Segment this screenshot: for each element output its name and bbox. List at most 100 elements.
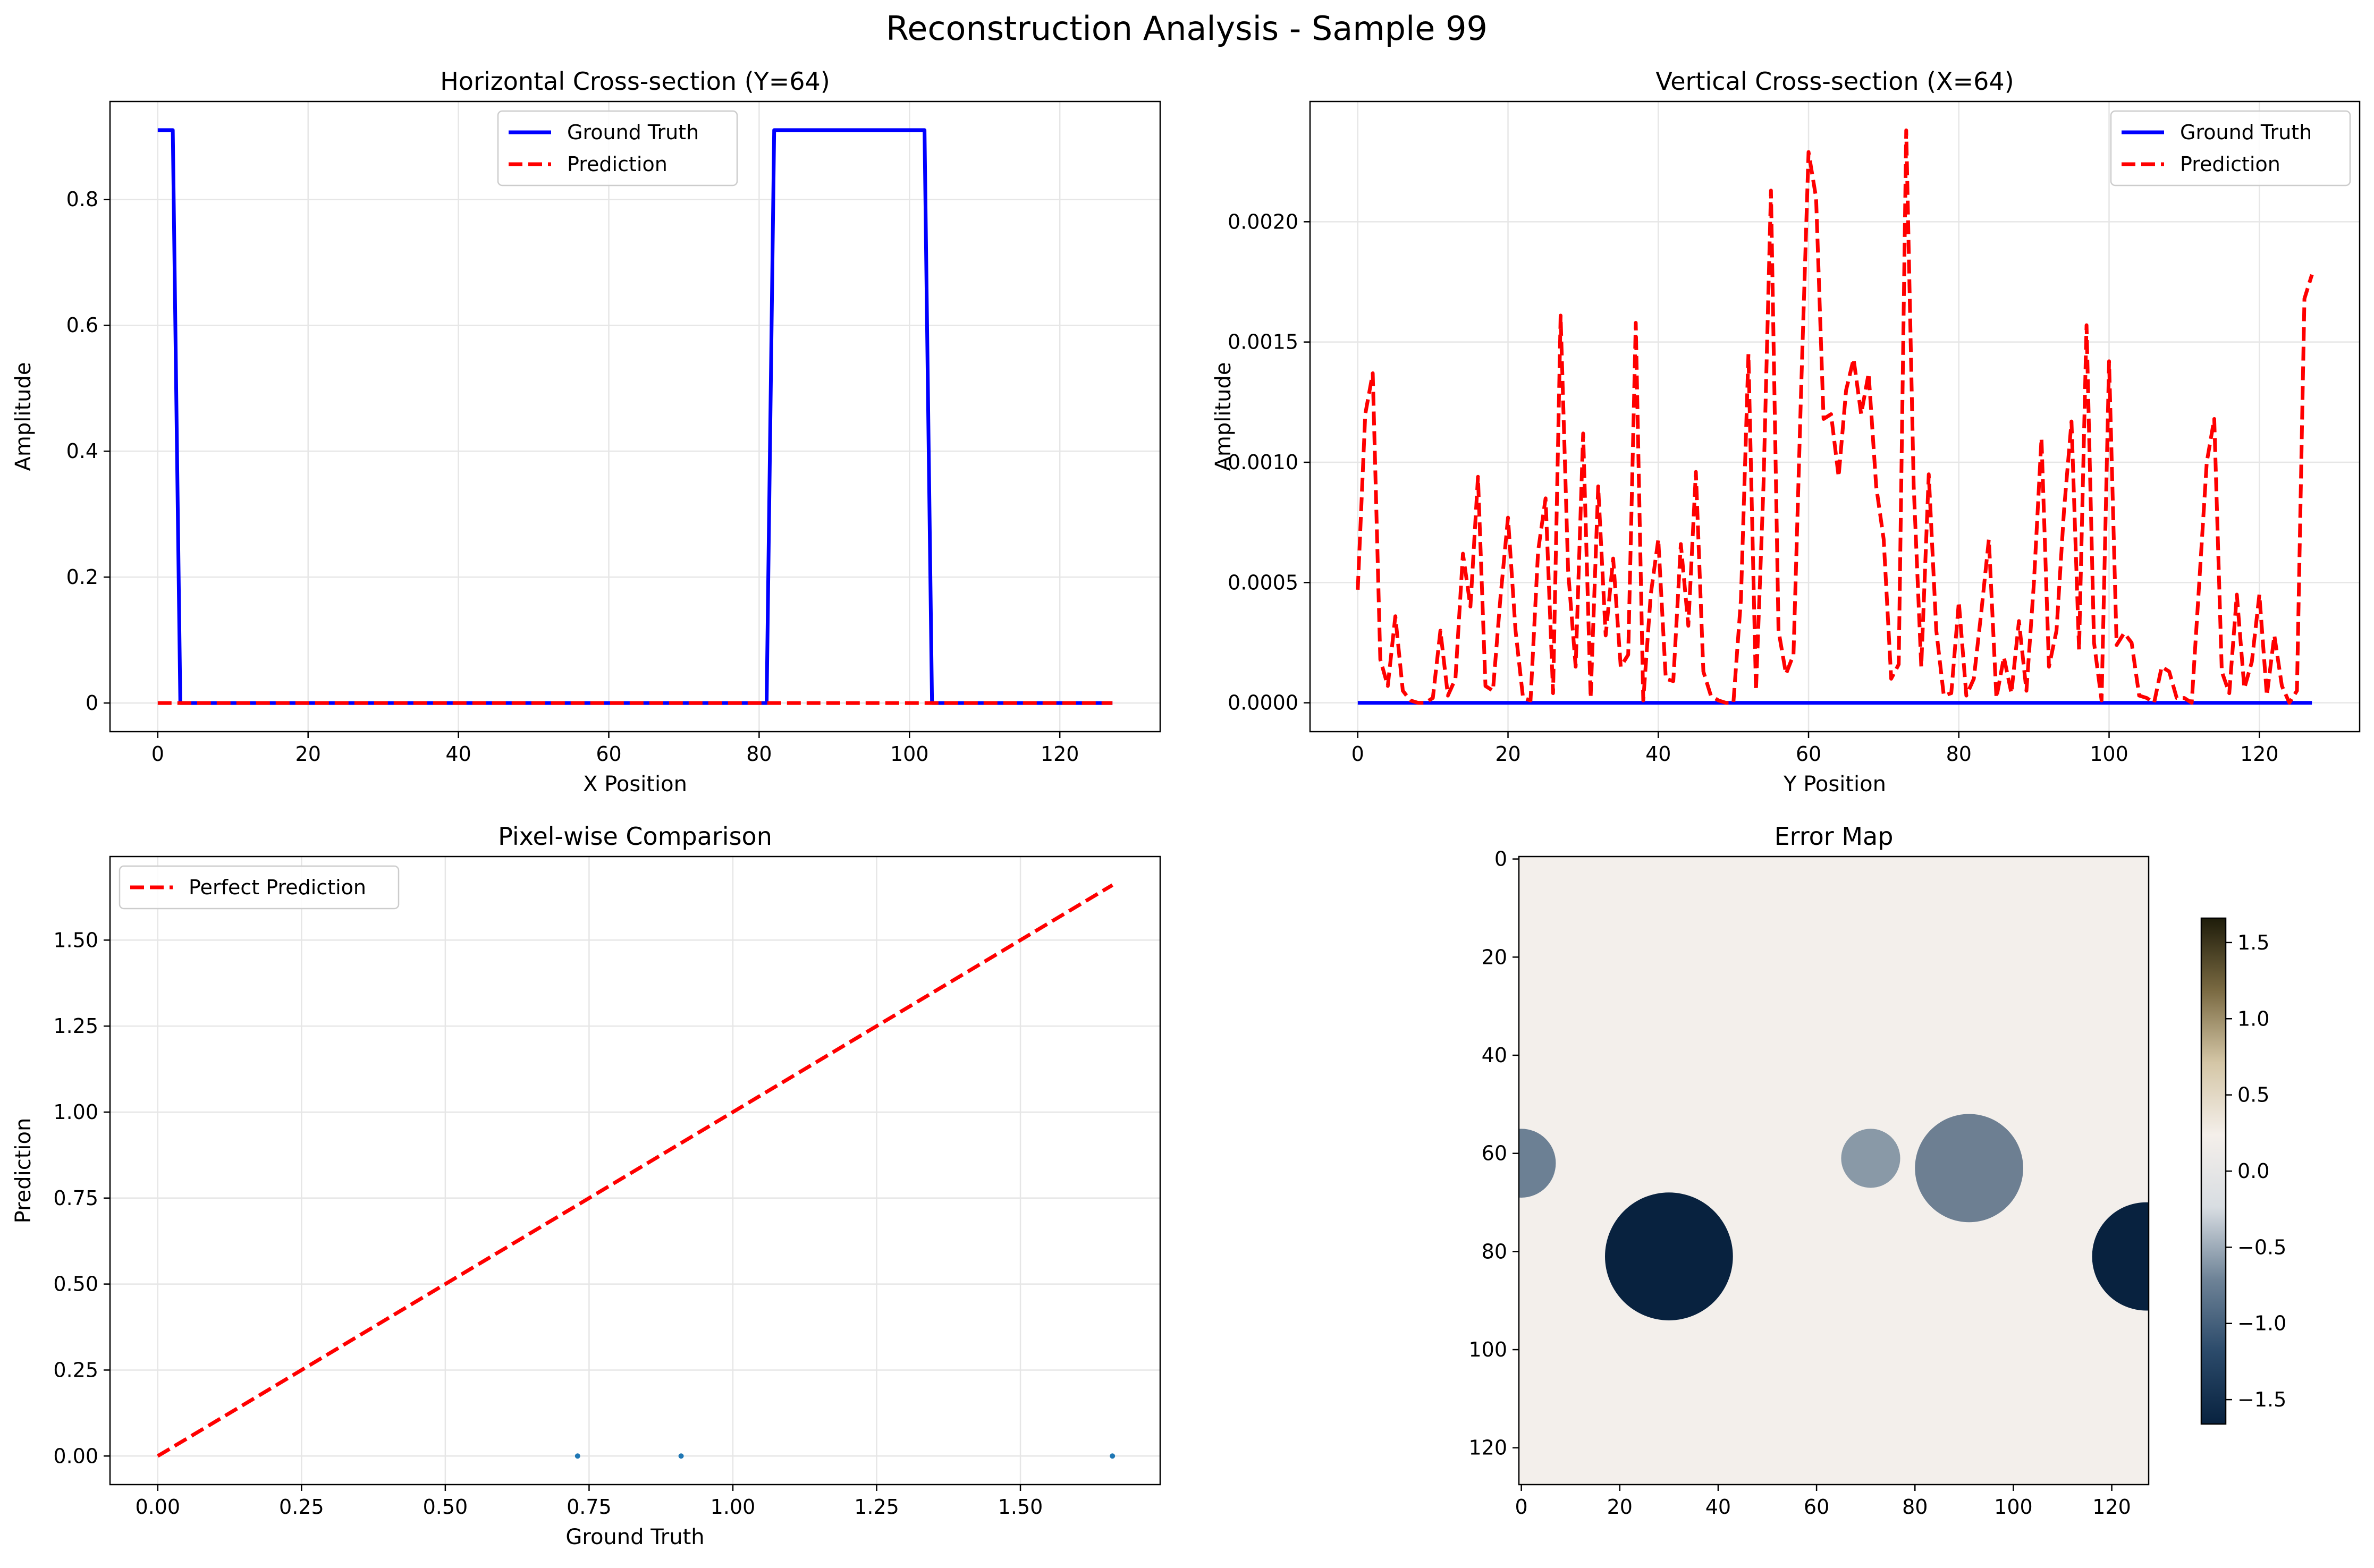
p0-ytick-label-2: 0.4 — [66, 439, 98, 463]
p1-legend: Ground Truth Prediction — [2110, 110, 2351, 187]
colorbar-tick-label-0: 1.5 — [2237, 931, 2269, 954]
p0-frame — [109, 100, 1161, 733]
p3-xtick-label-0: 0 — [1515, 1495, 1528, 1519]
colorbar-tick-label-2: 0.5 — [2237, 1083, 2269, 1107]
p3-xtick-label-4: 80 — [1902, 1495, 1928, 1519]
p3-ytick-label-0: 0 — [1494, 847, 1507, 871]
p0-xtick-label-6: 120 — [1041, 742, 1079, 766]
p3-frame — [1518, 855, 2150, 1486]
p1-legend-box — [2110, 110, 2351, 187]
p0-legend-label-0: Ground Truth — [567, 121, 699, 144]
error-blob-2 — [1915, 1114, 2023, 1223]
p2-legend-label-0: Perfect Prediction — [189, 876, 366, 899]
p0-xtick-label-3: 60 — [596, 742, 621, 766]
p3-ytick-label-5: 100 — [1468, 1338, 1507, 1361]
panel-0: 0 20 40 60 80 100 120 0 0.2 0.4 0.6 0.8 Horizontal C… — [11, 67, 1161, 796]
p3-ytick-label-2: 40 — [1482, 1044, 1507, 1067]
figure-title: Reconstruction Analysis - Sample 99 — [886, 9, 1488, 48]
p0-ytick-label-4: 0.8 — [66, 188, 98, 211]
p2-xtick-label-0: 0.00 — [136, 1495, 181, 1519]
p3-title: Error Map — [1775, 822, 1894, 851]
p2-ytick-label-6: 1.50 — [53, 928, 98, 952]
error-blob-3 — [1605, 1192, 1733, 1320]
p1-xtick-label-4: 80 — [1946, 742, 1972, 766]
p1-xtick-label-2: 40 — [1645, 742, 1671, 766]
p2-point-2 — [1110, 1453, 1116, 1459]
p2-series-perfect-prediction — [157, 883, 1113, 1458]
p0-xlabel: X Position — [583, 772, 687, 796]
p1-xtick-label-1: 20 — [1495, 742, 1520, 766]
colorbar-tick-label-5: −1.0 — [2237, 1312, 2286, 1335]
p2-ytick-label-4: 1.00 — [53, 1100, 98, 1124]
colorbar-tick-label-6: −1.5 — [2237, 1388, 2286, 1411]
p2-xtick-label-3: 0.75 — [567, 1495, 612, 1519]
p0-ytick-label-3: 0.6 — [66, 313, 98, 337]
p3-xtick-label-3: 60 — [1804, 1495, 1829, 1519]
p3-xtick-label-5: 100 — [1994, 1495, 2033, 1519]
error-blob-1 — [1841, 1129, 1900, 1188]
p1-xlabel: Y Position — [1783, 772, 1886, 796]
p1-ytick-label-0: 0.0000 — [1228, 691, 1298, 715]
p2-ytick-label-1: 0.25 — [53, 1358, 98, 1381]
p0-ylabel: Amplitude — [11, 362, 36, 471]
p0-ytick-label-0: 0 — [86, 691, 98, 715]
p1-frame — [1309, 100, 2361, 733]
p1-legend-label-1: Prediction — [2180, 152, 2280, 176]
p2-ytick-label-3: 0.75 — [53, 1186, 98, 1210]
p3-xtick-label-1: 20 — [1607, 1495, 1633, 1519]
p1-title: Vertical Cross-section (X=64) — [1655, 67, 2014, 96]
colorbar-tick-label-3: 0.0 — [2237, 1159, 2269, 1183]
p3-xtick-label-2: 40 — [1705, 1495, 1731, 1519]
error-map-background — [1519, 857, 2149, 1485]
p0-legend-box — [497, 110, 738, 187]
p3-xtick-label-6: 120 — [2092, 1495, 2131, 1519]
panel-1: 0 20 40 60 80 100 120 0.0000 0.0005 0.0010 0.0015 0… — [1211, 67, 2361, 796]
colorbar — [2200, 917, 2227, 1425]
p3-ytick-label-4: 80 — [1482, 1240, 1507, 1263]
p3-ytick-label-3: 60 — [1482, 1142, 1507, 1165]
p0-xtick-label-5: 100 — [890, 742, 929, 766]
p1-ytick-label-4: 0.0020 — [1228, 210, 1298, 233]
colorbar-tick-label-4: −0.5 — [2237, 1235, 2286, 1259]
p1-ytick-label-2: 0.0010 — [1228, 451, 1298, 474]
p1-xtick-label-0: 0 — [1351, 742, 1364, 766]
p0-series-ground-truth — [157, 128, 1113, 705]
p2-frame — [109, 855, 1161, 1486]
p1-ylabel: Amplitude — [1211, 362, 1236, 471]
p0-xtick-label-4: 80 — [746, 742, 772, 766]
p2-ytick-label-5: 1.25 — [53, 1014, 98, 1038]
p0-xtick-label-0: 0 — [151, 742, 164, 766]
p1-xtick-label-6: 120 — [2240, 742, 2279, 766]
p2-ytick-label-2: 0.50 — [53, 1273, 98, 1296]
panel-3: 0 20 40 60 80 100 120 0 20 40 60 80 100 120 Error Map 1… — [1468, 822, 2286, 1519]
p2-point-1 — [678, 1453, 684, 1459]
p1-xtick-label-5: 100 — [2090, 742, 2128, 766]
p1-series-prediction — [1356, 128, 2314, 705]
p2-legend: Perfect Prediction — [119, 865, 400, 910]
p1-xtick-label-3: 60 — [1796, 742, 1821, 766]
p2-point-0 — [575, 1453, 580, 1459]
colorbar-tick-label-1: 1.0 — [2237, 1007, 2269, 1030]
p2-xtick-label-6: 1.50 — [998, 1495, 1043, 1519]
p1-legend-label-0: Ground Truth — [2180, 121, 2312, 144]
p2-xtick-label-1: 0.25 — [279, 1495, 324, 1519]
panel-2: 0.00 0.25 0.50 0.75 1.00 1.25 1.50 0.00 0.25 0.50… — [11, 822, 1161, 1549]
p2-xtick-label-5: 1.25 — [854, 1495, 899, 1519]
p2-ytick-label-0: 0.00 — [53, 1444, 98, 1468]
p0-ytick-label-1: 0.2 — [66, 565, 98, 589]
p2-legend-box — [119, 865, 400, 910]
p0-xtick-label-1: 20 — [295, 742, 321, 766]
error-blob-4 — [2092, 1202, 2149, 1311]
p0-title: Horizontal Cross-section (Y=64) — [440, 67, 830, 96]
p1-ytick-label-3: 0.0015 — [1228, 330, 1298, 354]
p1-ytick-label-1: 0.0005 — [1228, 571, 1298, 594]
p2-xtick-label-2: 0.50 — [423, 1495, 468, 1519]
p0-legend: Ground Truth Prediction — [497, 110, 738, 187]
p2-xtick-label-4: 1.00 — [711, 1495, 756, 1519]
p0-legend-label-1: Prediction — [567, 152, 668, 176]
p2-ylabel: Prediction — [11, 1118, 36, 1224]
p0-xtick-label-2: 40 — [445, 742, 471, 766]
p2-xlabel: Ground Truth — [565, 1525, 704, 1549]
p3-ytick-label-1: 20 — [1482, 945, 1507, 969]
